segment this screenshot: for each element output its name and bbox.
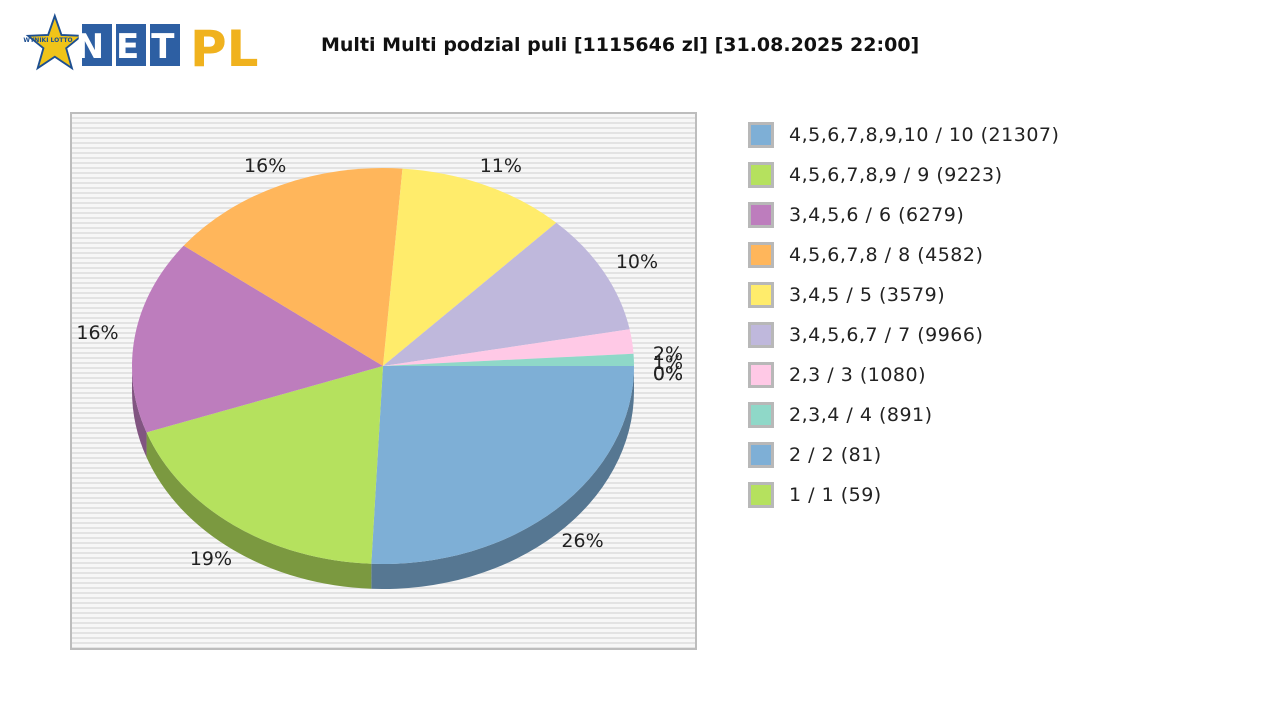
- legend-swatch: [748, 162, 774, 188]
- logo-badge-text: WYNIKI LOTTO: [23, 37, 72, 44]
- legend-swatch: [748, 362, 774, 388]
- pie-label-3: 16%: [244, 155, 286, 177]
- pie-label-9: 0%: [653, 363, 683, 385]
- pie-label-5: 10%: [616, 251, 658, 273]
- legend-swatch: [748, 202, 774, 228]
- pie-slice-4[interactable]: [383, 168, 557, 366]
- netpl-logo[interactable]: WYNIKI LOTTO NET PL: [18, 10, 266, 80]
- pie-slice-0[interactable]: [371, 366, 634, 564]
- legend-label: 3,4,5 / 5 (3579): [789, 284, 946, 306]
- legend-swatch: [748, 322, 774, 348]
- pie-side-wall: [132, 366, 635, 589]
- legend-swatch: [748, 282, 774, 308]
- pie-slice-6[interactable]: [383, 329, 634, 366]
- pie-label-1: 19%: [190, 548, 232, 570]
- pie-side-1: [146, 432, 372, 589]
- pie-label-8: 0%: [653, 363, 683, 385]
- chart-title: Multi Multi podzial puli [1115646 zl] [3…: [321, 34, 920, 56]
- pie-label-4: 11%: [480, 155, 522, 177]
- legend-label: 2,3,4 / 4 (891): [789, 404, 933, 426]
- pie-slice-2[interactable]: [131, 245, 383, 433]
- pie-slice-5[interactable]: [383, 222, 630, 366]
- legend-label: 3,4,5,6,7 / 7 (9966): [789, 324, 984, 346]
- logo-net-text: NET: [76, 27, 187, 67]
- logo-pl-text: PL: [190, 20, 259, 78]
- legend-label: 4,5,6,7,8,9 / 9 (9223): [789, 164, 1003, 186]
- legend-label: 4,5,6,7,8 / 8 (4582): [789, 244, 984, 266]
- pie-slice-1[interactable]: [146, 366, 383, 564]
- legend-swatch: [748, 242, 774, 268]
- legend-swatch: [748, 482, 774, 508]
- legend-swatch: [748, 442, 774, 468]
- pie-label-7: 1%: [653, 352, 683, 374]
- pie-label-6: 2%: [653, 343, 683, 365]
- pie-slices: [131, 167, 634, 564]
- pie-labels: 26%19%16%16% 11%10%2%1%0%0%: [76, 155, 683, 570]
- pie-side-2: [132, 366, 147, 458]
- legend-swatch: [748, 402, 774, 428]
- legend-label: 2,3 / 3 (1080): [789, 364, 927, 386]
- pie-slice-3[interactable]: [183, 167, 403, 366]
- star-icon: [25, 13, 84, 71]
- pie-side-0: [371, 366, 635, 589]
- legend-label: 4,5,6,7,8,9,10 / 10 (21307): [789, 124, 1060, 146]
- legend-label: 3,4,5,6 / 6 (6279): [789, 204, 965, 226]
- pie-slice-7[interactable]: [383, 353, 634, 366]
- legend-swatch: [748, 122, 774, 148]
- legend-label: 2 / 2 (81): [789, 444, 882, 466]
- legend-label: 1 / 1 (59): [789, 484, 882, 506]
- pie-label-0: 26%: [561, 530, 603, 552]
- pie-label-2: 16%: [76, 322, 118, 344]
